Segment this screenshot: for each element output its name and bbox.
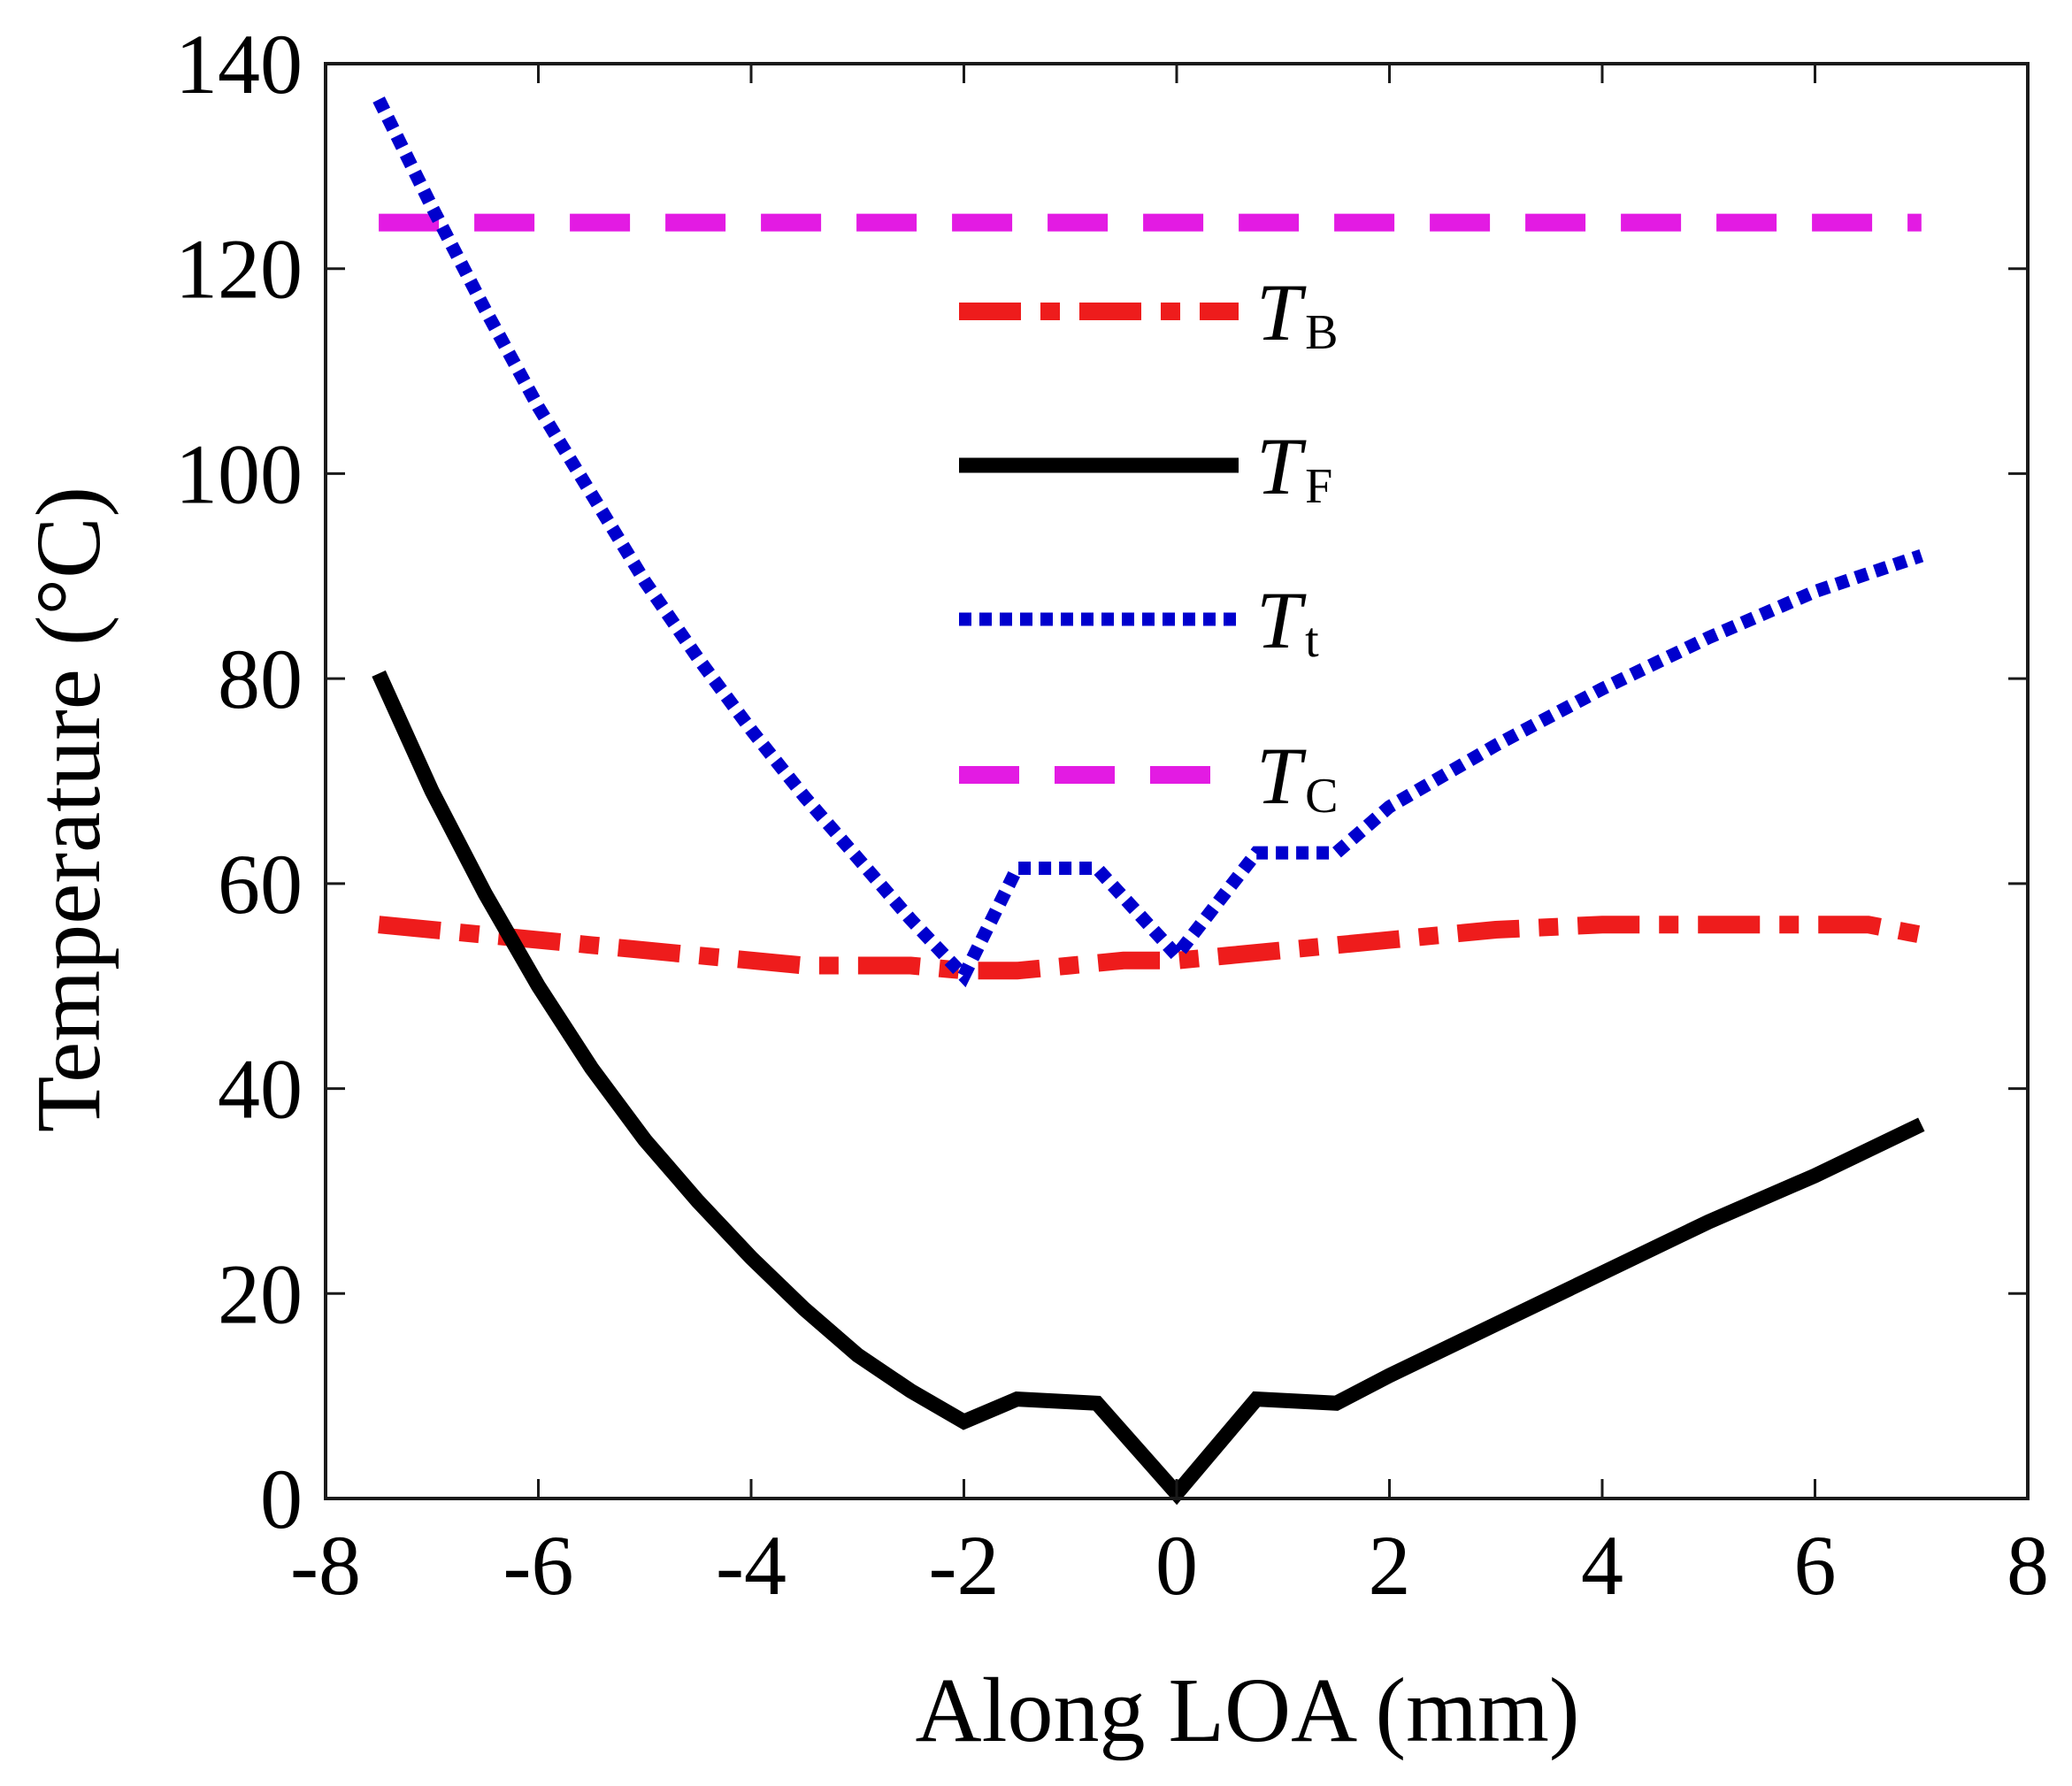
y-tick-label: 140: [175, 17, 303, 111]
series-line-t-f: [372, 670, 1925, 1506]
y-tick-label: 20: [218, 1246, 303, 1341]
series-line-t-b: [378, 916, 1923, 980]
legend-label-t-b: TB: [1256, 267, 1339, 360]
x-tick-label: 6: [1794, 1518, 1837, 1613]
y-tick-label: 0: [260, 1452, 303, 1546]
series-line-t-t: [372, 96, 1924, 988]
x-tick-label: -6: [503, 1518, 574, 1613]
x-tick-label: -8: [290, 1518, 361, 1613]
x-tick-label: 0: [1155, 1518, 1198, 1613]
y-tick-label: 40: [218, 1042, 303, 1137]
legend-label-t-c: TC: [1256, 731, 1339, 824]
y-axis-label: Temperature (°C): [18, 487, 119, 1132]
legend-label-t-f: TF: [1256, 421, 1332, 514]
y-tick-label: 80: [218, 632, 303, 726]
legend-label-t-t: Tt: [1256, 575, 1319, 668]
x-tick-label: -2: [929, 1518, 1000, 1613]
x-axis-label: Along LOA (mm): [915, 1660, 1579, 1761]
x-tick-label: -4: [716, 1518, 787, 1613]
y-tick-label: 120: [175, 222, 303, 317]
x-tick-label: 4: [1581, 1518, 1623, 1613]
series-layer: [372, 96, 1925, 1506]
x-tick-label: 8: [2007, 1518, 2049, 1613]
y-tick-label: 60: [218, 837, 303, 931]
x-tick-label: 2: [1369, 1518, 1411, 1613]
legend: TB TF Tt TC: [959, 267, 1339, 824]
y-tick-label: 100: [175, 426, 303, 521]
